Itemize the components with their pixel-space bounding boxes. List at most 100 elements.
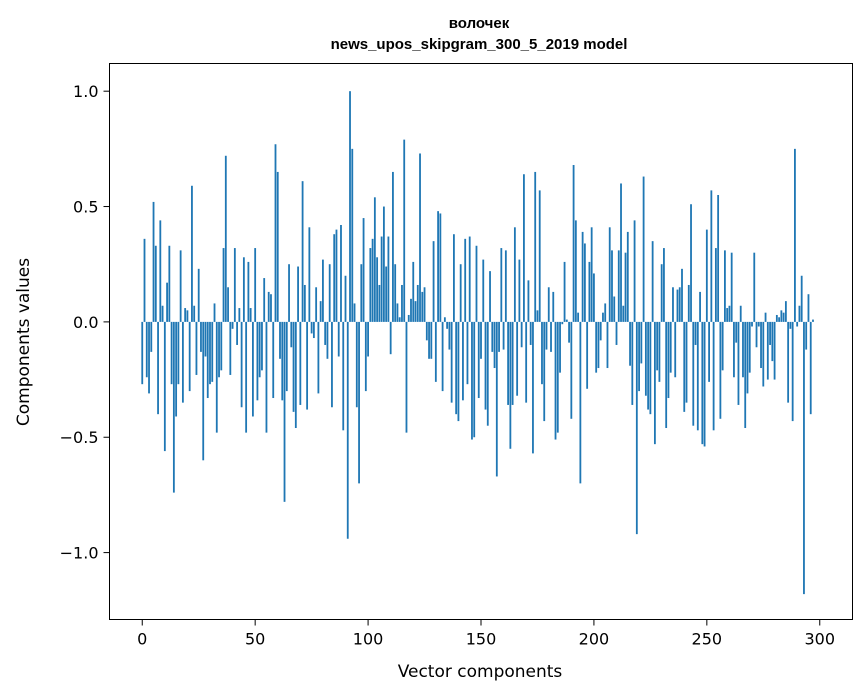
- x-tick-label: 300: [804, 630, 835, 649]
- bar-component-72: [303, 284, 306, 322]
- x-tick-label: 0: [137, 630, 147, 649]
- bar-component-124: [421, 291, 424, 322]
- bar-component-165: [513, 227, 516, 322]
- bar-component-107: [382, 206, 385, 322]
- bar-component-144: [466, 321, 469, 385]
- bar-component-198: [588, 261, 591, 322]
- bar-component-104: [376, 257, 379, 322]
- bar-component-153: [486, 321, 489, 426]
- bar-component-235: [672, 287, 674, 322]
- bar-component-138: [453, 234, 455, 322]
- bar-component-239: [681, 268, 683, 322]
- bar-component-27: [202, 321, 205, 461]
- bar-component-273: [757, 321, 760, 327]
- bar-component-92: [349, 91, 351, 322]
- bar-component-108: [385, 266, 388, 322]
- bar-component-34: [218, 321, 220, 378]
- bar-component-115: [401, 284, 403, 322]
- bar-component-134: [443, 317, 446, 322]
- bar-component-292: [800, 275, 803, 322]
- bar-component-223: [644, 321, 647, 396]
- bar-component-225: [649, 321, 652, 415]
- x-tick-label: 250: [692, 630, 723, 649]
- bar-component-65: [288, 264, 290, 322]
- bar-component-257: [721, 321, 724, 371]
- bar-component-158: [498, 321, 500, 352]
- bar-component-246: [696, 321, 699, 431]
- bar-component-191: [572, 165, 575, 322]
- bar-component-118: [407, 314, 410, 322]
- bar-component-187: [563, 261, 566, 322]
- bar-component-169: [523, 174, 525, 322]
- bar-component-220: [638, 321, 640, 392]
- bar-component-31: [211, 321, 214, 382]
- bar-component-236: [674, 321, 677, 378]
- bar-component-50: [254, 248, 257, 322]
- bar-component-185: [559, 321, 561, 373]
- y-tick-label: 0.5: [73, 198, 98, 217]
- bar-component-135: [446, 321, 449, 329]
- bar-component-226: [651, 241, 654, 322]
- bar-component-255: [717, 195, 720, 322]
- bar-component-219: [635, 321, 638, 535]
- bar-component-42: [236, 321, 238, 345]
- bar-component-54: [263, 278, 266, 322]
- bar-component-112: [394, 264, 397, 322]
- bar-component-44: [240, 321, 243, 408]
- bar-component-66: [290, 321, 293, 348]
- bar-component-189: [568, 321, 570, 343]
- chart-title-line2: news_upos_skipgram_300_5_2019 model: [331, 36, 628, 53]
- bar-component-29: [206, 321, 209, 399]
- bar-component-210: [615, 321, 618, 345]
- bar-component-23: [193, 305, 196, 322]
- bar-component-275: [762, 321, 765, 387]
- bar-component-36: [222, 248, 225, 322]
- plot-frame: [109, 63, 853, 620]
- bar-component-97: [360, 264, 363, 322]
- bar-component-282: [778, 317, 781, 322]
- bar-component-127: [428, 321, 430, 359]
- bar-component-119: [410, 298, 412, 322]
- bar-component-116: [403, 139, 406, 322]
- bar-component-209: [613, 296, 616, 322]
- bar-component-297: [812, 319, 814, 322]
- bar-component-90: [344, 275, 347, 322]
- bar-component-35: [220, 321, 223, 371]
- x-tick-label: 150: [466, 630, 497, 649]
- bar-component-70: [299, 321, 302, 405]
- bar-component-30: [209, 321, 211, 385]
- bar-component-47: [247, 261, 250, 322]
- bar-component-73: [306, 321, 309, 410]
- x-tick-label: 100: [353, 630, 384, 649]
- bar-component-125: [423, 287, 426, 322]
- bar-component-39: [229, 321, 232, 375]
- bar-component-91: [346, 321, 349, 539]
- bar-component-259: [726, 308, 729, 322]
- bar-component-285: [784, 301, 787, 322]
- bar-component-88: [340, 224, 342, 322]
- bar-component-271: [753, 252, 756, 322]
- bar-component-270: [751, 321, 753, 327]
- bar-component-143: [464, 238, 467, 322]
- bar-component-103: [373, 197, 376, 322]
- bar-component-132: [439, 213, 442, 322]
- bar-component-172: [529, 321, 532, 345]
- y-tick-label: −0.5: [60, 428, 99, 447]
- bar-component-190: [570, 321, 573, 419]
- bar-component-0: [141, 321, 144, 385]
- bar-component-196: [583, 243, 586, 322]
- bar-component-221: [640, 321, 643, 364]
- bar-component-154: [489, 271, 491, 322]
- bar-component-78: [317, 321, 320, 394]
- bar-component-121: [414, 301, 417, 322]
- bar-component-68: [294, 321, 297, 429]
- bar-component-192: [574, 220, 577, 322]
- bar-component-41: [233, 248, 236, 322]
- bar-component-243: [690, 204, 692, 322]
- bar-component-16: [177, 321, 180, 385]
- bar-component-217: [631, 321, 634, 405]
- bar-component-211: [617, 250, 620, 322]
- bar-component-136: [448, 321, 451, 350]
- bar-component-228: [656, 321, 659, 371]
- bar-component-25: [197, 268, 200, 322]
